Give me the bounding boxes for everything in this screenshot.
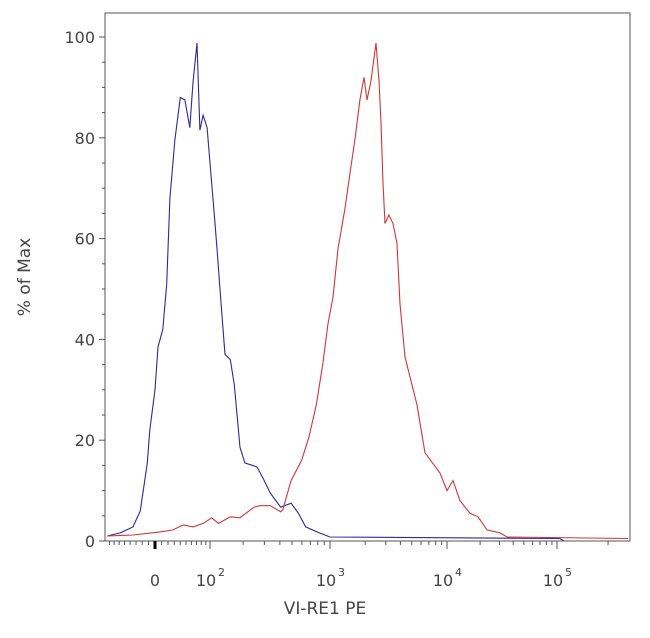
plot-frame: [104, 12, 631, 542]
x-axis-label: VI-RE1 PE: [284, 599, 367, 619]
x-tick-exponent: 5: [565, 566, 572, 579]
y-tick-label: 60: [75, 230, 95, 249]
y-tick-label: 20: [75, 431, 95, 450]
x-tick-exponent: 4: [455, 566, 462, 579]
y-tick-label: 40: [75, 330, 95, 349]
x-tick-exponent: 3: [338, 566, 345, 579]
x-tick-label: 0: [150, 571, 160, 590]
y-tick-label: 100: [64, 28, 95, 47]
histogram-series-0: [107, 42, 628, 542]
x-tick-label: 10: [433, 571, 453, 590]
x-tick-label: 10: [196, 571, 216, 590]
y-tick-label: 80: [75, 129, 95, 148]
histogram-series-1: [107, 42, 629, 540]
y-axis-label: % of Max: [15, 238, 35, 317]
y-axis: 0 20 40 60 80 100: [64, 28, 105, 551]
x-axis: 0 10 2 10 3 10 4 10 5: [108, 541, 609, 590]
x-tick-label: 10: [543, 571, 563, 590]
x-tick-exponent: 2: [218, 566, 225, 579]
x-tick-label: 10: [316, 571, 336, 590]
series-layer: [107, 42, 629, 542]
y-tick-label: 0: [85, 532, 95, 551]
